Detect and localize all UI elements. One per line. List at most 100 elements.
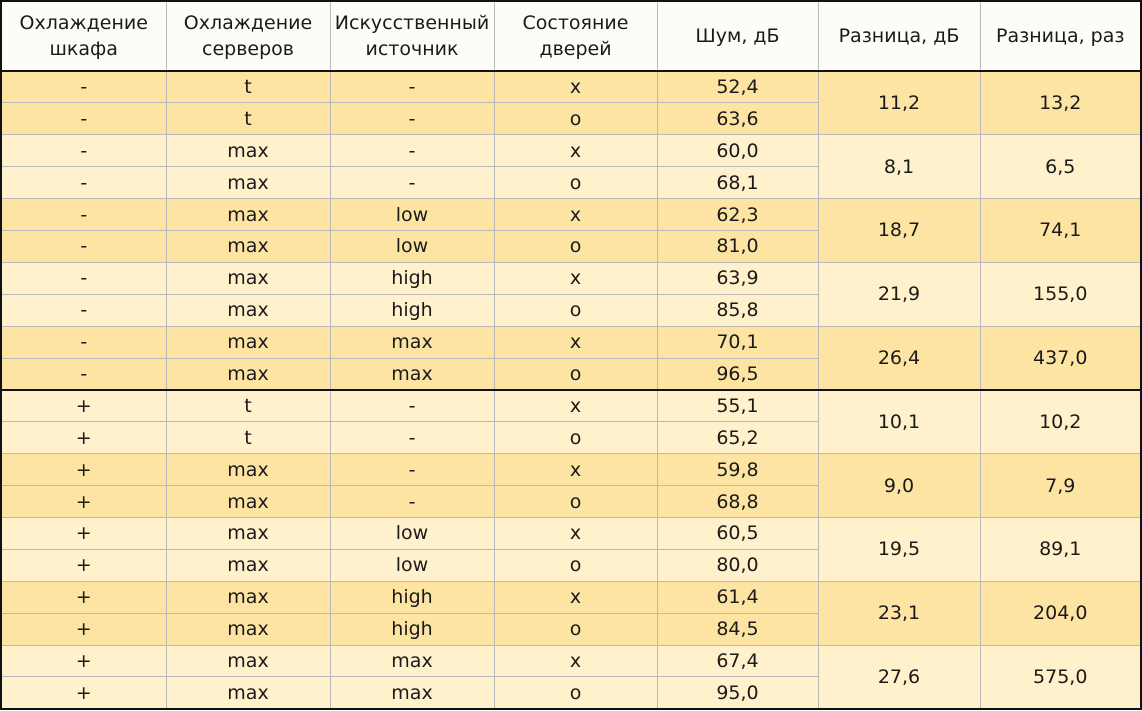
server-cooling-cell: max (165, 293, 331, 327)
diff-times-cell: 89,1 (979, 516, 1142, 582)
cabinet-cooling-cell: - (0, 198, 167, 231)
artificial-source-cell: high (329, 261, 495, 295)
header-cabinet-cooling: Охлаждение шкафа (0, 0, 167, 72)
header-server-cooling: Охлаждение серверов (165, 0, 331, 72)
noise-db-cell: 68,1 (656, 166, 819, 200)
door-state-cell: x (493, 516, 658, 550)
table-row: - t - x 52,4 11,2 13,2 (0, 70, 1142, 136)
server-cooling-cell: max (165, 166, 331, 200)
door-state-cell: x (493, 198, 658, 231)
cabinet-cooling-cell: - (0, 134, 167, 168)
diff-db-cell: 26,4 (817, 325, 981, 391)
diff-db-cell: 10,1 (817, 388, 981, 455)
cabinet-cooling-cell: + (0, 453, 167, 487)
diff-times-cell: 437,0 (979, 325, 1142, 391)
server-cooling-cell: max (165, 453, 331, 487)
server-cooling-cell: t (165, 70, 331, 104)
door-state-cell: x (493, 70, 658, 104)
cabinet-cooling-cell: - (0, 261, 167, 295)
artificial-source-cell: max (329, 325, 495, 359)
header-door-state: Состояние дверей (493, 0, 658, 72)
header-row: Охлаждение шкафа Охлаждение серверов Искус… (0, 0, 1142, 72)
door-state-cell: o (493, 166, 658, 200)
table-row: - max high o 85,8 (0, 293, 1141, 327)
noise-db-cell: 62,3 (656, 198, 819, 231)
diff-times-cell: 10,2 (979, 388, 1142, 455)
artificial-source-cell: low (329, 516, 495, 550)
artificial-source-cell: max (329, 644, 495, 678)
table-row: - t - o 63,6 (0, 102, 1141, 136)
artificial-source-cell: low (329, 198, 495, 231)
header-diff-db: Разница, дБ (817, 0, 981, 72)
noise-db-cell: 68,8 (656, 485, 819, 518)
artificial-source-cell: low (329, 229, 495, 263)
server-cooling-cell: max (165, 198, 331, 231)
noise-db-cell: 84,5 (656, 612, 819, 646)
server-cooling-cell: max (165, 485, 331, 518)
cabinet-cooling-cell: - (0, 166, 167, 200)
table-row: + max low o 80,0 (0, 548, 1141, 582)
artificial-source-cell: high (329, 612, 495, 646)
noise-db-cell: 55,1 (656, 388, 819, 423)
diff-db-cell: 19,5 (817, 516, 981, 582)
door-state-cell: x (493, 580, 658, 614)
cabinet-cooling-cell: - (0, 102, 167, 136)
noise-db-cell: 60,5 (656, 516, 819, 550)
table-row: - max low o 81,0 (0, 229, 1141, 263)
artificial-source-cell: - (329, 102, 495, 136)
noise-db-cell: 85,8 (656, 293, 819, 327)
header-diff-times: Разница, раз (979, 0, 1142, 72)
artificial-source-cell: - (329, 421, 495, 455)
table-row: + max low x 60,5 19,5 89,1 (0, 516, 1142, 582)
artificial-source-cell: - (329, 453, 495, 487)
server-cooling-cell: max (165, 676, 331, 710)
artificial-source-cell: high (329, 293, 495, 327)
server-cooling-cell: max (165, 325, 331, 359)
server-cooling-cell: max (165, 580, 331, 614)
diff-db-cell: 27,6 (817, 644, 981, 710)
table-row: + max max x 67,4 27,6 575,0 (0, 644, 1142, 710)
door-state-cell: o (493, 485, 658, 518)
diff-times-cell: 13,2 (979, 70, 1142, 136)
cabinet-cooling-cell: + (0, 421, 167, 455)
noise-db-cell: 96,5 (656, 357, 819, 391)
table-row: - max max o 96,5 (0, 357, 1141, 391)
noise-db-cell: 63,6 (656, 102, 819, 136)
cabinet-cooling-cell: - (0, 357, 167, 391)
server-cooling-cell: t (165, 102, 331, 136)
artificial-source-cell: - (329, 388, 495, 423)
cabinet-cooling-cell: + (0, 612, 167, 646)
noise-db-cell: 61,4 (656, 580, 819, 614)
server-cooling-cell: max (165, 548, 331, 582)
table-row: - max - x 60,0 8,1 6,5 (0, 134, 1142, 200)
diff-db-cell: 11,2 (817, 70, 981, 136)
server-cooling-cell: max (165, 644, 331, 678)
cabinet-cooling-cell: + (0, 644, 167, 678)
door-state-cell: x (493, 261, 658, 295)
noise-db-cell: 52,4 (656, 70, 819, 104)
door-state-cell: x (493, 325, 658, 359)
server-cooling-cell: max (165, 612, 331, 646)
cabinet-cooling-cell: - (0, 293, 167, 327)
table-row: + t - x 55,1 10,1 10,2 (0, 388, 1142, 455)
noise-db-cell: 63,9 (656, 261, 819, 295)
diff-db-cell: 8,1 (817, 134, 981, 200)
server-cooling-cell: max (165, 134, 331, 168)
server-cooling-cell: max (165, 229, 331, 263)
artificial-source-cell: low (329, 548, 495, 582)
noise-db-cell: 67,4 (656, 644, 819, 678)
cabinet-cooling-cell: + (0, 548, 167, 582)
artificial-source-cell: - (329, 485, 495, 518)
table-body: - t - x 52,4 11,2 13,2- t - o 63,6- max - x 60,0 8,1 6,5… (0, 70, 1142, 710)
cabinet-cooling-cell: + (0, 580, 167, 614)
server-cooling-cell: max (165, 516, 331, 550)
noise-db-cell: 65,2 (656, 421, 819, 455)
door-state-cell: o (493, 357, 658, 391)
server-cooling-cell: max (165, 261, 331, 295)
door-state-cell: x (493, 644, 658, 678)
server-cooling-cell: max (165, 357, 331, 391)
door-state-cell: x (493, 388, 658, 423)
door-state-cell: o (493, 548, 658, 582)
table-row: + max - x 59,8 9,0 7,9 (0, 453, 1142, 518)
